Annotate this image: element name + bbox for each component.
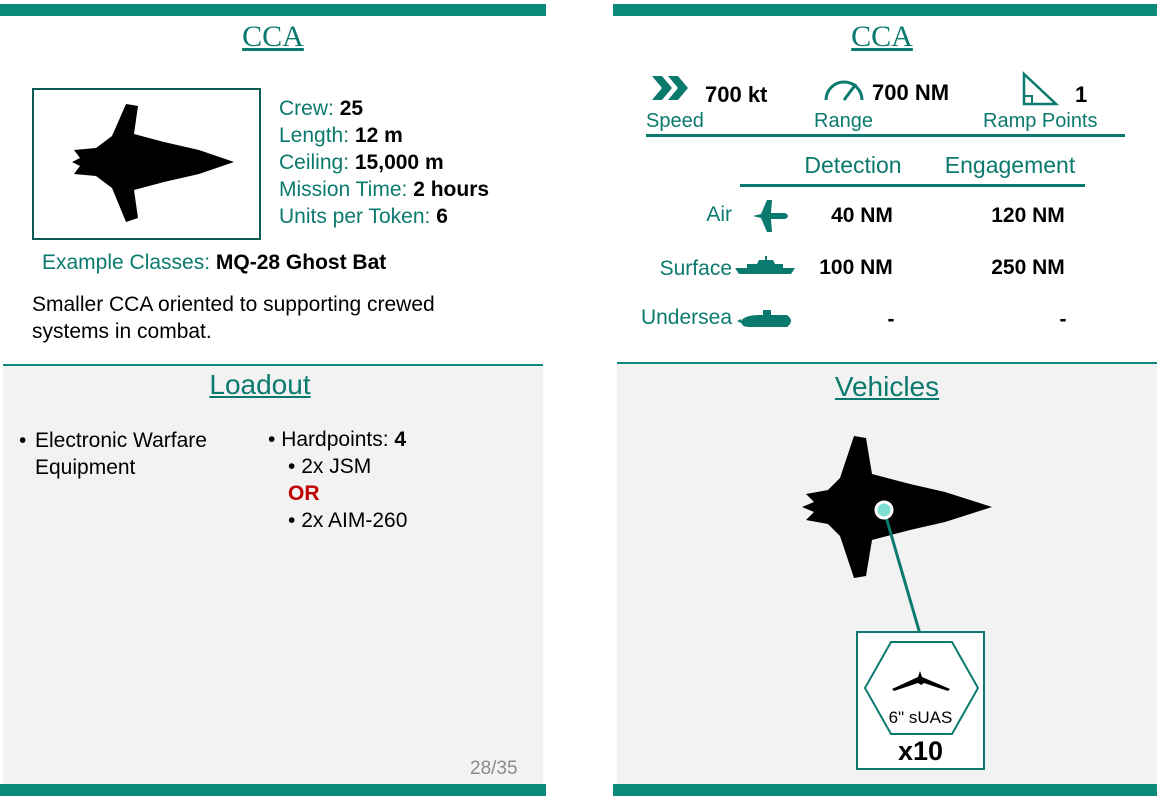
surface-engagement: 250 NM	[991, 256, 1065, 279]
submarine-icon	[737, 310, 791, 327]
stat-length: Length: 12 m	[279, 124, 403, 147]
suas-drone-icon	[892, 671, 950, 691]
header-divider	[740, 184, 1085, 187]
undersea-detection: -	[887, 308, 895, 331]
engagement-header: Engagement	[944, 152, 1076, 178]
top-bar-right	[613, 4, 1157, 16]
suas-count: x10	[897, 736, 944, 766]
range-gauge-icon	[824, 80, 864, 101]
row-label-surface: Surface	[659, 257, 732, 280]
vehicles-title: Vehicles	[834, 371, 940, 402]
loadout-ew-line2: Equipment	[35, 456, 136, 479]
description: Smaller CCA oriented to supporting crewe…	[32, 293, 435, 343]
stat-crew: Crew: 25	[279, 97, 364, 120]
stat-mission-time: Mission Time: 2 hours	[279, 178, 490, 201]
bottom-bar-right	[613, 784, 1157, 796]
card-title-right: CCA	[851, 20, 913, 53]
or-label: OR	[288, 482, 320, 505]
speed-label: Speed	[646, 110, 704, 132]
plane-icon	[753, 200, 788, 232]
carrier-jet-silhouette-icon	[802, 436, 992, 578]
example-classes: Example Classes: MQ-28 Ghost Bat	[42, 251, 387, 274]
row-label-air: Air	[706, 203, 732, 226]
top-bar-left	[0, 4, 546, 16]
surface-detection: 100 NM	[819, 256, 893, 279]
suas-label: 6" sUAS	[888, 708, 953, 727]
ramp-label: Ramp Points	[983, 110, 1098, 132]
ramp-value: 1	[1075, 82, 1088, 107]
range-value: 700 NM	[872, 80, 950, 105]
ramp-icon	[1022, 71, 1060, 106]
detection-header: Detection	[804, 152, 902, 178]
suas-token: 6" sUAS x10	[856, 631, 985, 770]
option-aim260: • 2x AIM-260	[288, 509, 408, 532]
aircraft-image-frame	[32, 88, 261, 240]
stat-ceiling: Ceiling: 15,000 m	[279, 151, 444, 174]
page-number: 28/35	[470, 758, 518, 779]
hardpoints: • Hardpoints: 4	[268, 428, 407, 451]
loadout-panel	[3, 364, 543, 784]
range-label: Range	[814, 110, 873, 132]
row-label-undersea: Undersea	[640, 306, 732, 329]
stats-divider	[646, 134, 1125, 137]
undersea-engagement: -	[1059, 308, 1067, 331]
option-jsm: • 2x JSM	[288, 455, 372, 478]
ship-icon	[735, 256, 795, 274]
jet-silhouette-icon	[72, 104, 234, 222]
loadout-ew-line1: Electronic Warfare	[35, 429, 207, 452]
stat-units-per-token: Units per Token: 6	[279, 205, 448, 228]
connector-line	[874, 500, 922, 635]
hexagon-frame	[863, 641, 980, 735]
air-engagement: 120 NM	[991, 204, 1065, 227]
speed-icon	[652, 76, 688, 100]
bottom-bar-left	[0, 784, 546, 796]
card-title-left: CCA	[242, 20, 304, 53]
speed-value: 700 kt	[705, 82, 768, 107]
air-detection: 40 NM	[831, 204, 893, 227]
loadout-bullet-ew: •	[19, 429, 27, 452]
loadout-title: Loadout	[209, 369, 311, 400]
